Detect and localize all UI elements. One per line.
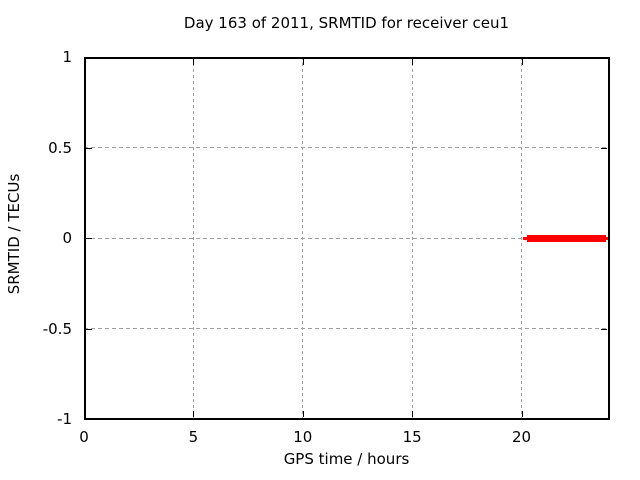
x-tick-label: 5 <box>188 428 199 446</box>
x-tick-mark-top <box>193 59 195 65</box>
y-tick-mark-right <box>601 328 607 330</box>
x-tick-mark-bottom <box>521 411 523 417</box>
x-axis-label: GPS time / hours <box>283 450 410 468</box>
grid-line-horizontal <box>84 328 609 329</box>
x-tick-label: 10 <box>293 428 313 446</box>
x-tick-mark-top <box>302 59 304 65</box>
grid-line-horizontal <box>84 147 609 148</box>
y-tick-mark-right <box>601 147 607 149</box>
x-tick-mark-top <box>412 59 414 65</box>
y-tick-mark-left <box>86 147 92 149</box>
chart-title: Day 163 of 2011, SRMTID for receiver ceu… <box>183 14 510 32</box>
data-series-srmtid <box>522 236 527 240</box>
y-tick-label: -0.5 <box>42 319 72 338</box>
x-tick-mark-bottom <box>412 411 414 417</box>
data-series-srmtid <box>526 234 606 242</box>
x-tick-mark-top <box>521 59 523 65</box>
x-tick-label: 20 <box>511 428 532 446</box>
x-tick-mark-bottom <box>193 411 195 417</box>
x-tick-mark-bottom <box>302 411 304 417</box>
x-tick-label: 0 <box>79 428 89 446</box>
y-tick-label: 1 <box>62 48 72 66</box>
x-tick-label: 15 <box>402 428 422 446</box>
y-tick-label: 0.5 <box>48 138 72 157</box>
y-tick-mark-left <box>86 328 92 330</box>
grid-line-horizontal <box>84 237 609 239</box>
y-tick-label: -1 <box>57 410 72 428</box>
y-tick-mark-left <box>86 238 92 239</box>
y-tick-label: 0 <box>62 229 72 247</box>
data-series-srmtid <box>605 236 609 240</box>
